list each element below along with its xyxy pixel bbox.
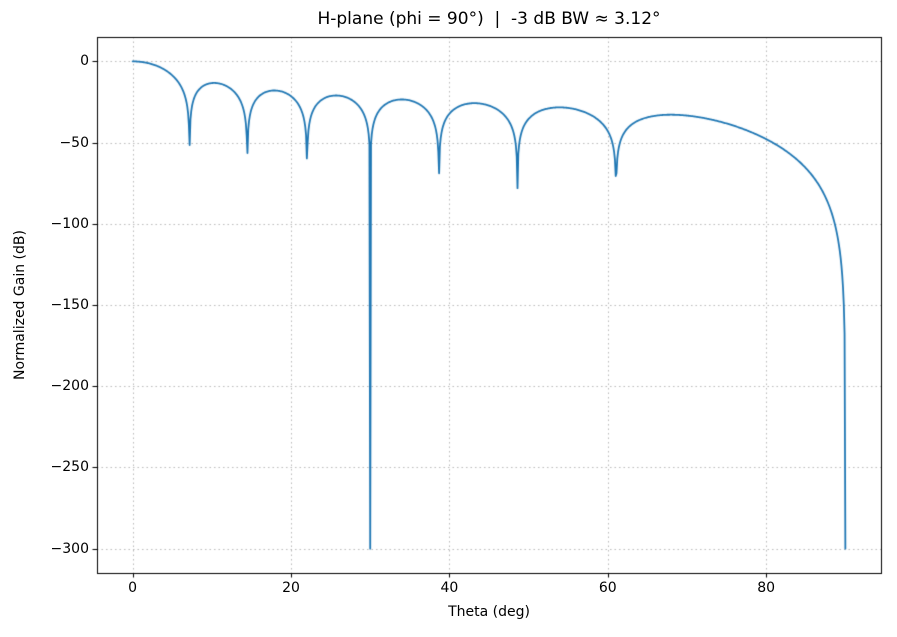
y-tick-label: −300 bbox=[50, 540, 89, 557]
y-tick-label: −200 bbox=[50, 378, 89, 395]
x-tick-label: 0 bbox=[128, 580, 138, 596]
x-tick-label: 20 bbox=[282, 580, 300, 596]
x-tick-label: 80 bbox=[757, 580, 776, 596]
y-axis-label: Normalized Gain (dB) bbox=[12, 230, 28, 380]
y-tick-label: −50 bbox=[59, 134, 89, 151]
y-tick-label: 0 bbox=[80, 53, 89, 70]
y-tick-label: −150 bbox=[50, 297, 89, 313]
chart-title: H-plane (phi = 90°) | -3 dB BW ≈ 3.12° bbox=[317, 9, 661, 29]
x-tick-label: 60 bbox=[598, 580, 617, 596]
y-tick-label: −100 bbox=[50, 215, 89, 232]
x-tick-label: 40 bbox=[440, 580, 459, 596]
x-axis-label: Theta (deg) bbox=[448, 604, 530, 620]
y-tick-label: −250 bbox=[50, 459, 89, 476]
